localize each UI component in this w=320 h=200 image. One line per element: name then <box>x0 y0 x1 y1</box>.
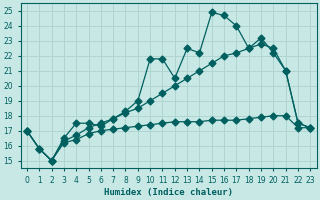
X-axis label: Humidex (Indice chaleur): Humidex (Indice chaleur) <box>104 188 233 197</box>
